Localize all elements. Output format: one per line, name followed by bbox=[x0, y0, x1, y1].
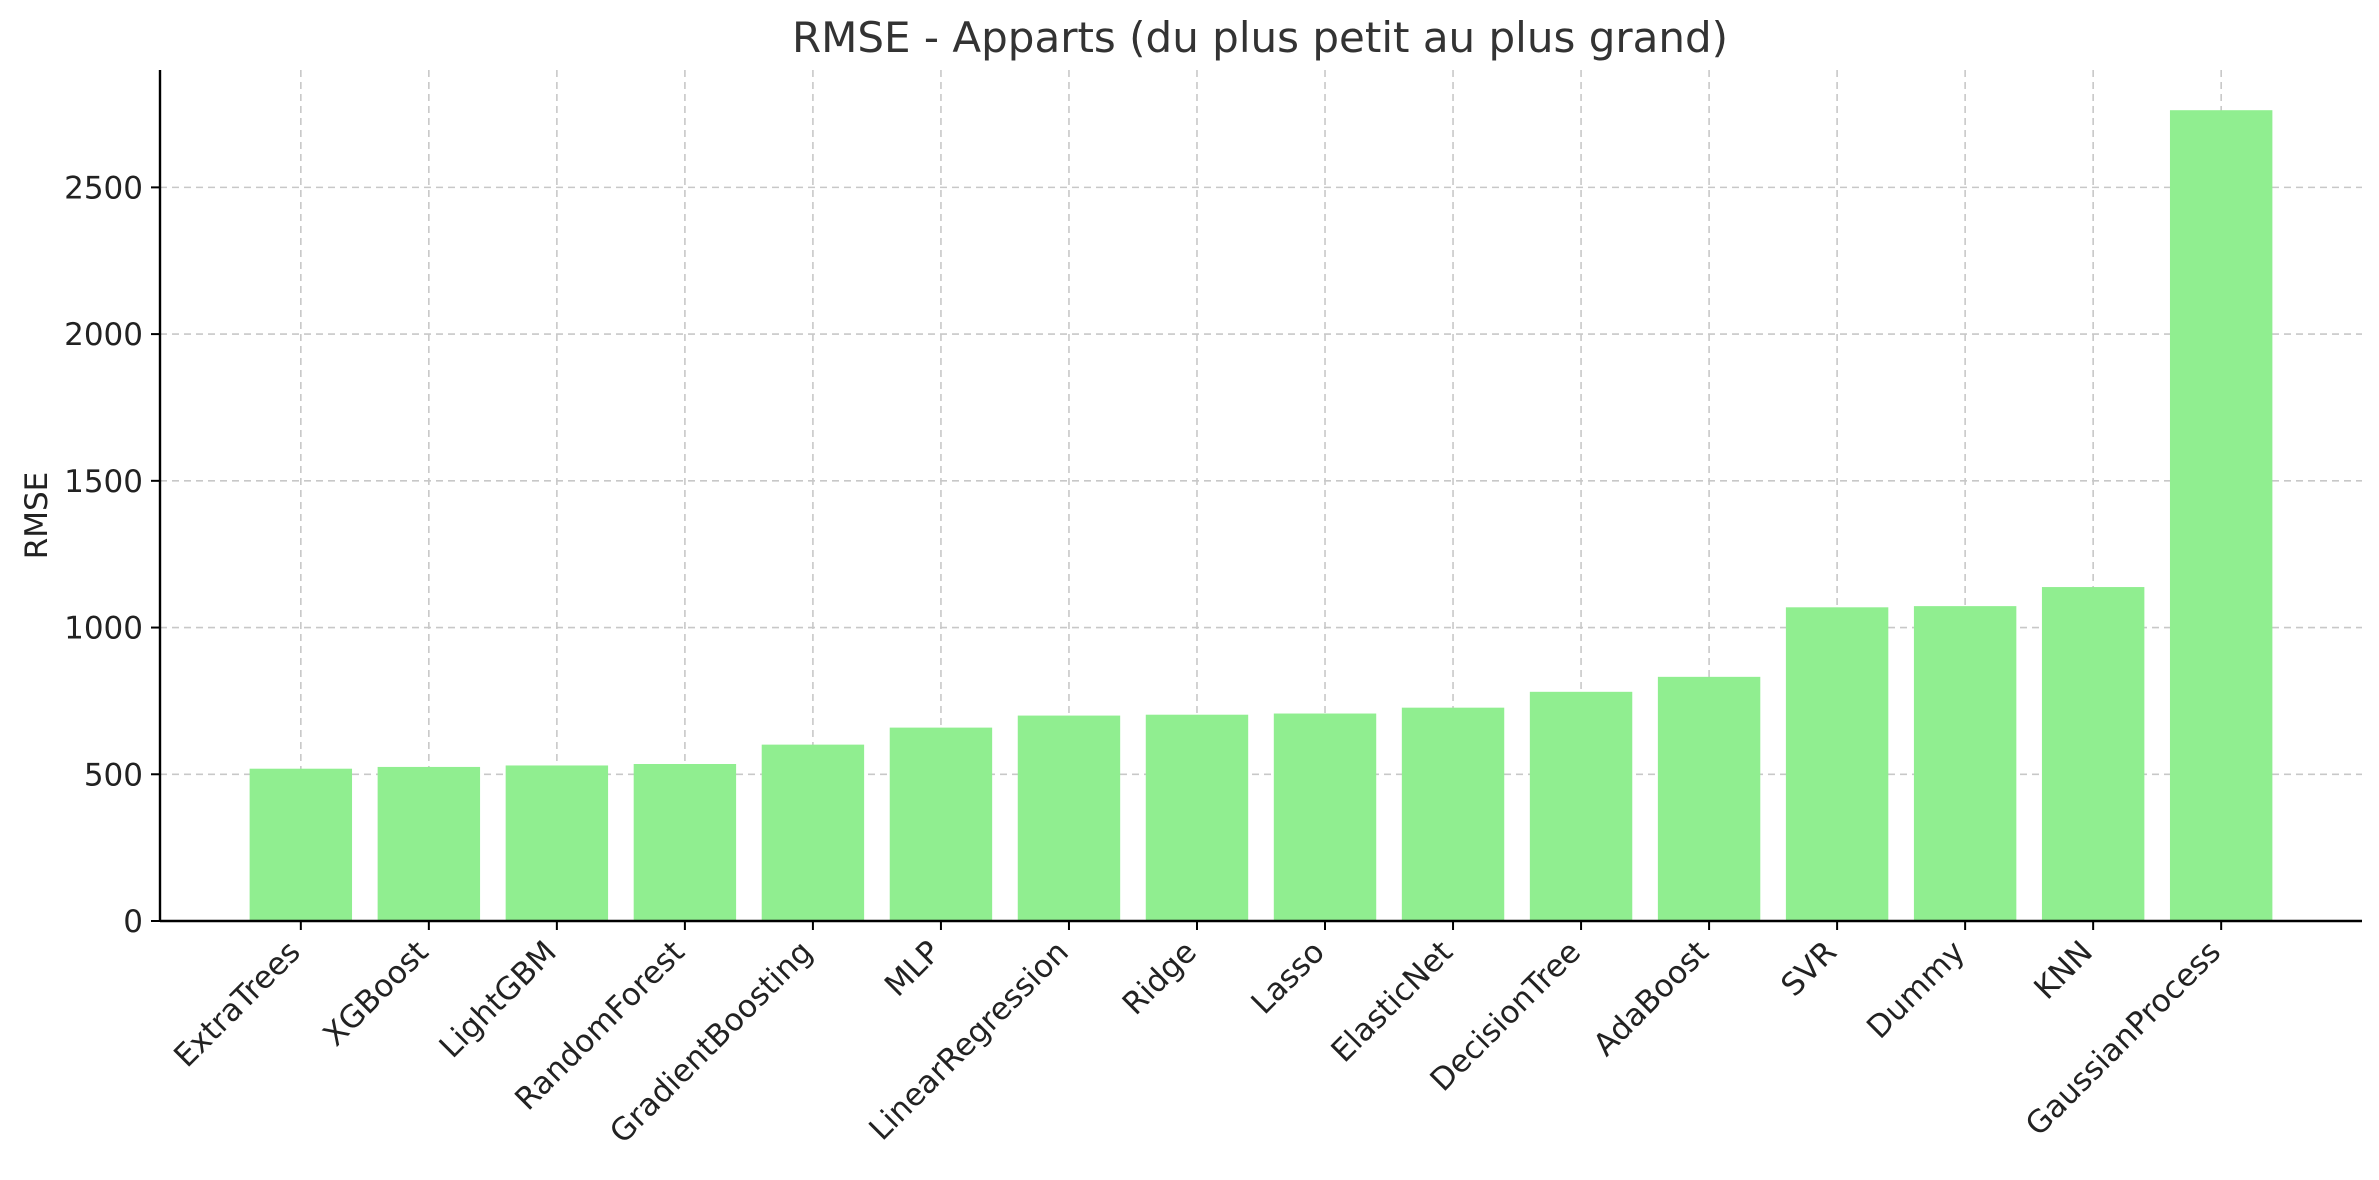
bar-adaboost bbox=[1657, 676, 1761, 921]
axes bbox=[151, 70, 2362, 930]
x-tick-label: XGBoost bbox=[316, 934, 435, 1053]
y-tick-label: 1500 bbox=[64, 464, 143, 500]
x-tick-label: ExtraTrees bbox=[167, 934, 307, 1074]
bar-lasso bbox=[1273, 713, 1377, 921]
x-tick-label: AdaBoost bbox=[1587, 934, 1716, 1063]
y-tick-label: 0 bbox=[123, 904, 143, 940]
bar-dummy bbox=[1913, 606, 2017, 921]
bar-randomforest bbox=[633, 764, 737, 921]
x-tick-label: Dummy bbox=[1860, 934, 1972, 1046]
x-tick-label: Ridge bbox=[1116, 934, 1204, 1022]
bar-knn bbox=[2041, 587, 2145, 921]
bar-gaussianprocess bbox=[2169, 110, 2273, 922]
bar-lightgbm bbox=[505, 765, 609, 921]
x-tick-label: Lasso bbox=[1244, 934, 1331, 1021]
x-tick-label: KNN bbox=[2027, 934, 2100, 1007]
bar-extratrees bbox=[249, 768, 353, 921]
bars bbox=[249, 110, 2273, 922]
bar-elasticnet bbox=[1401, 707, 1505, 921]
bar-gradientboosting bbox=[761, 744, 865, 921]
bar-mlp bbox=[889, 727, 993, 921]
y-tick-label: 1000 bbox=[64, 611, 143, 647]
y-axis-label: RMSE bbox=[19, 472, 55, 560]
x-tick-label: MLP bbox=[878, 934, 948, 1004]
y-tick-label: 500 bbox=[84, 757, 143, 793]
x-tick-label: SVR bbox=[1774, 934, 1844, 1004]
x-tick-label: LightGBM bbox=[433, 934, 564, 1065]
gridlines bbox=[160, 70, 2362, 922]
bar-xgboost bbox=[377, 766, 481, 921]
bar-svr bbox=[1785, 607, 1889, 921]
bar-decisiontree bbox=[1529, 691, 1633, 921]
tick-labels: 0 500 1000 1500 2000 2500 ExtraTrees XGBoostLig… bbox=[64, 170, 2228, 1150]
y-tick-label: 2500 bbox=[64, 170, 143, 206]
y-tick-label: 2000 bbox=[64, 317, 143, 353]
bar-ridge bbox=[1145, 714, 1249, 921]
bar-linearregression bbox=[1017, 715, 1121, 921]
x-tick-label: ElasticNet bbox=[1324, 934, 1459, 1069]
chart-title: RMSE - Apparts (du plus petit au plus gr… bbox=[792, 13, 1728, 62]
